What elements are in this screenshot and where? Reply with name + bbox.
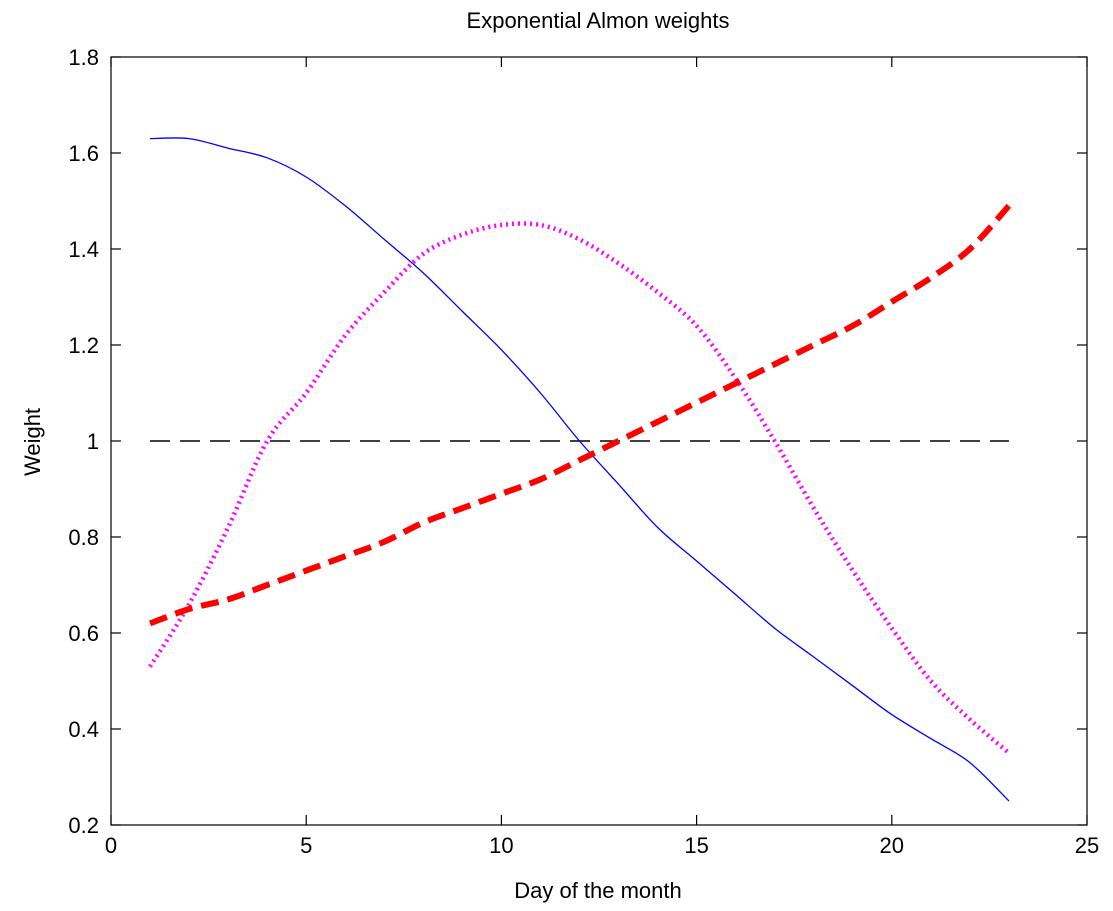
x-tick-label: 10 <box>489 833 513 858</box>
x-axis-label: Day of the month <box>514 878 682 903</box>
ticks-layer: 0 5 10 15 20 25 0.2 0.4 0.6 0.8 1 1.2 1.4 1.6 1.8 <box>68 45 1099 858</box>
x-tick-label: 0 <box>105 833 117 858</box>
y-tick-label: 0.8 <box>68 525 99 550</box>
y-tick-label: 1.6 <box>68 141 99 166</box>
y-tick-label: 1.8 <box>68 45 99 70</box>
y-tick-label: 0.6 <box>68 621 99 646</box>
chart-title: Exponential Almon weights <box>467 8 730 33</box>
series-line-2 <box>150 137 1010 802</box>
y-tick-label: 1 <box>87 429 99 454</box>
x-tick-label: 15 <box>684 833 708 858</box>
y-tick-label: 0.2 <box>68 813 99 838</box>
series-line-3 <box>148 221 1011 755</box>
series-line-4 <box>148 203 1012 627</box>
x-tick-label: 5 <box>300 833 312 858</box>
x-tick-label: 25 <box>1075 833 1099 858</box>
x-tick-label: 20 <box>880 833 904 858</box>
y-axis-label: Weight <box>20 408 45 476</box>
series-layer <box>148 137 1012 802</box>
plot-frame <box>110 56 1088 826</box>
y-tick-label: 1.2 <box>68 333 99 358</box>
y-tick-label: 1.4 <box>68 237 99 262</box>
y-tick-label: 0.4 <box>68 717 99 742</box>
